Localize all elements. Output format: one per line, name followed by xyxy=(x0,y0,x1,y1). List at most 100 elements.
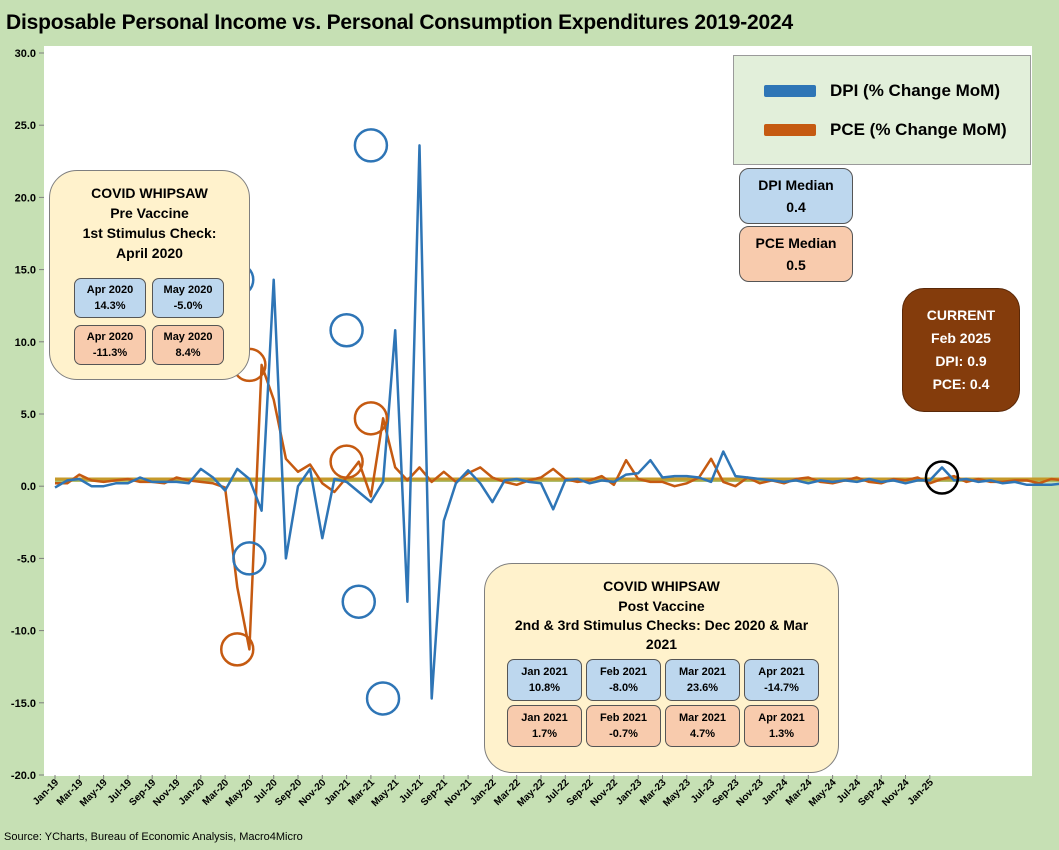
cell-month: May 2020 xyxy=(163,331,213,343)
cell-month: Mar 2021 xyxy=(678,712,727,724)
pce-median-box: PCE Median 0.5 xyxy=(739,226,853,282)
highlight-circle xyxy=(329,312,364,348)
cell-value: -0.7% xyxy=(609,728,638,740)
cell-value: -11.3% xyxy=(92,347,128,359)
y-tick-label: 15.0 xyxy=(15,265,36,277)
highlight-circle xyxy=(232,541,267,576)
dpi-median-label: DPI Median xyxy=(758,177,834,193)
post-cell-pce-feb: Feb 2021 -0.7% xyxy=(586,705,661,747)
legend: DPI (% Change MoM) PCE (% Change MoM) xyxy=(733,55,1031,165)
x-tick-label: Nov-20 xyxy=(297,777,329,809)
pce-median-label: PCE Median xyxy=(755,235,837,251)
legend-swatch-pce xyxy=(764,124,816,136)
post-cell-dpi-feb: Feb 2021 -8.0% xyxy=(586,659,661,701)
cell-month: Mar 2021 xyxy=(678,666,727,678)
dpi-series-line xyxy=(54,144,1059,700)
post-cell-dpi-jan: Jan 2021 10.8% xyxy=(507,659,582,701)
cell-month: Apr 2020 xyxy=(86,331,134,343)
legend-swatch-dpi xyxy=(764,85,816,97)
pce-median-value: 0.5 xyxy=(786,257,806,273)
current-pce: PCE: 0.4 xyxy=(932,376,990,392)
chart-title: Disposable Personal Income vs. Personal … xyxy=(6,11,793,34)
pre-vaccine-line3: 1st Stimulus Check: xyxy=(82,225,217,241)
cell-value: 23.6% xyxy=(686,682,719,694)
y-tick-label: 10.0 xyxy=(15,337,36,349)
cell-value: 8.4% xyxy=(175,347,201,359)
current-highlight-circle xyxy=(924,460,960,495)
pre-vaccine-line1: COVID WHIPSAW xyxy=(91,185,208,201)
legend-label-dpi: DPI (% Change MoM) xyxy=(830,81,1000,100)
x-tick-label: May-20 xyxy=(224,777,256,809)
x-tick-label: Nov-19 xyxy=(151,777,183,809)
pre-vaccine-line4: April 2020 xyxy=(116,245,183,261)
y-tick-label: 20.0 xyxy=(15,192,36,204)
y-tick-label: -5.0 xyxy=(17,553,36,565)
pre-vaccine-box: COVID WHIPSAW Pre Vaccine 1st Stimulus C… xyxy=(49,170,250,380)
cell-value: 14.3% xyxy=(94,300,126,312)
y-tick-label: 0.0 xyxy=(21,481,36,493)
post-cell-pce-jan: Jan 2021 1.7% xyxy=(507,705,582,747)
legend-item-pce: PCE (% Change MoM) xyxy=(764,118,1007,142)
post-cell-pce-apr: Apr 2021 1.3% xyxy=(744,705,819,747)
source-note: Source: YCharts, Bureau of Economic Anal… xyxy=(4,831,303,843)
cell-value: -5.0% xyxy=(173,300,203,312)
current-box: CURRENT Feb 2025 DPI: 0.9 PCE: 0.4 xyxy=(902,288,1020,412)
y-tick-label: 30.0 xyxy=(15,48,36,60)
y-tick-label: -15.0 xyxy=(11,698,36,710)
x-tick-label: May-19 xyxy=(78,777,110,809)
x-tick-label: Nov-22 xyxy=(589,777,621,809)
legend-item-dpi: DPI (% Change MoM) xyxy=(764,79,1000,103)
post-vaccine-line1: COVID WHIPSAW xyxy=(603,578,720,594)
cell-value: 4.7% xyxy=(689,728,716,740)
x-tick-label: Jan-25 xyxy=(906,777,936,807)
pre-cell-pce-apr: Apr 2020 -11.3% xyxy=(74,325,146,365)
dpi-median-box: DPI Median 0.4 xyxy=(739,168,853,224)
current-title: CURRENT xyxy=(926,307,996,323)
highlight-circle xyxy=(353,401,389,436)
highlight-circle xyxy=(353,128,389,163)
cell-value: -14.7% xyxy=(764,682,799,694)
y-tick-label: -10.0 xyxy=(11,626,36,638)
cell-value: -8.0% xyxy=(609,682,638,694)
pre-cell-dpi-apr: Apr 2020 14.3% xyxy=(74,278,146,318)
cell-month: Jan 2021 xyxy=(521,712,568,724)
x-tick-label: Nov-21 xyxy=(443,777,475,809)
post-vaccine-box: COVID WHIPSAW Post Vaccine 2nd & 3rd Sti… xyxy=(484,563,839,773)
highlight-circle xyxy=(341,584,376,619)
post-cell-dpi-apr: Apr 2021 -14.7% xyxy=(744,659,819,701)
cell-month: Apr 2020 xyxy=(86,284,134,296)
cell-month: May 2020 xyxy=(163,284,213,296)
x-tick-label: Nov-24 xyxy=(880,777,912,809)
dpi-median-value: 0.4 xyxy=(786,199,806,215)
post-vaccine-line3: 2nd & 3rd Stimulus Checks: Dec 2020 & Ma… xyxy=(514,617,809,652)
post-cell-dpi-mar: Mar 2021 23.6% xyxy=(665,659,740,701)
cell-month: Apr 2021 xyxy=(758,712,805,724)
cell-value: 10.8% xyxy=(528,682,561,694)
cell-month: Feb 2021 xyxy=(599,712,648,724)
legend-label-pce: PCE (% Change MoM) xyxy=(830,120,1007,139)
cell-month: Apr 2021 xyxy=(758,666,805,678)
x-tick-label: May-21 xyxy=(370,777,402,809)
y-tick-label: -20.0 xyxy=(11,770,36,782)
cell-month: Feb 2021 xyxy=(599,666,648,678)
post-vaccine-line2: Post Vaccine xyxy=(618,598,705,614)
current-dpi: DPI: 0.9 xyxy=(935,353,987,369)
pre-cell-dpi-may: May 2020 -5.0% xyxy=(152,278,224,318)
x-tick-label: May-23 xyxy=(661,777,693,809)
highlight-circle xyxy=(220,632,255,667)
pre-vaccine-line2: Pre Vaccine xyxy=(110,205,189,221)
post-cell-pce-mar: Mar 2021 4.7% xyxy=(665,705,740,747)
highlight-circle xyxy=(365,681,401,716)
cell-month: Jan 2021 xyxy=(521,666,568,678)
x-tick-label: May-22 xyxy=(515,777,547,809)
cell-value: 1.3% xyxy=(768,728,795,740)
y-tick-label: 25.0 xyxy=(15,120,36,132)
cell-value: 1.7% xyxy=(531,728,558,740)
highlight-circle xyxy=(329,444,364,479)
pre-cell-pce-may: May 2020 8.4% xyxy=(152,325,224,365)
current-date: Feb 2025 xyxy=(931,330,991,346)
x-tick-label: May-24 xyxy=(807,777,839,809)
y-tick-label: 5.0 xyxy=(21,409,36,421)
